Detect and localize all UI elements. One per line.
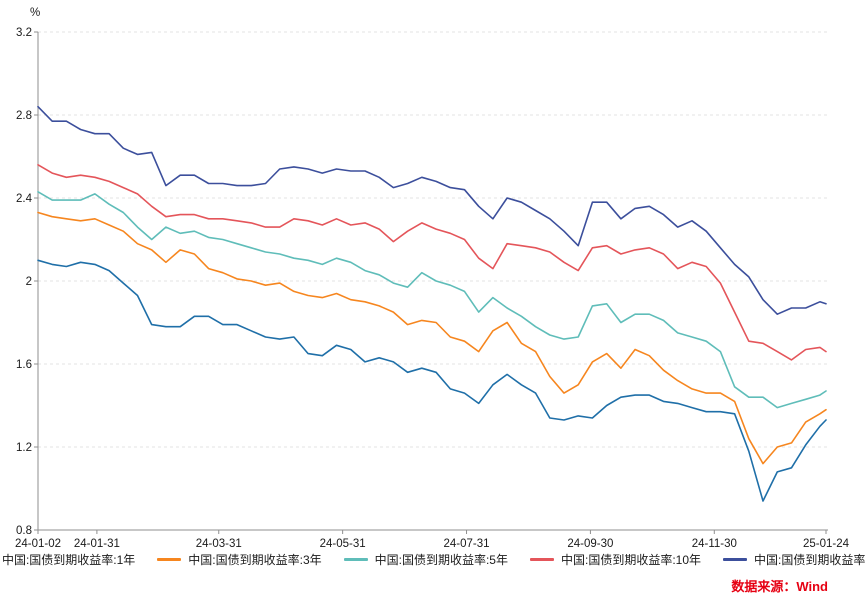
y-tick-label: 0.8 <box>16 525 32 537</box>
series-line-中国:国债到期收益率:3年 <box>37 211 827 465</box>
y-tick-label: 2.8 <box>16 110 32 122</box>
series-line-中国:国债到期收益率:1年 <box>37 259 827 502</box>
yield-line-chart: 3.2 2.8 2.4 2 1.6 1.2 0.8% 24-01-02 24-01-31 24-0… <box>15 7 850 550</box>
legend-swatch-30y-line <box>723 558 748 561</box>
y-tick-label: 2 <box>26 276 32 288</box>
series-line-中国:国债到期收益率:30年 <box>37 105 827 316</box>
y-tick-label: 1.2 <box>16 442 32 454</box>
legend-label-10y: 中国:国债到期收益率:10年 <box>560 553 702 567</box>
x-tick-label: 24-01-02 <box>15 538 61 550</box>
series-line-中国:国债到期收益率:10年 <box>37 164 827 361</box>
x-tick-label: 24-11-30 <box>692 538 737 550</box>
legend-item-30y: 中国:国债到期收益率:30年 <box>723 551 865 568</box>
legend-swatch-10y-line <box>529 558 554 561</box>
data-source-label: 数据来源：Wind <box>731 579 828 594</box>
legend: 中国:国债到期收益率:1年 中国:国债到期收益率:3年 中国:国债到期收益率:5… <box>0 551 865 568</box>
legend-item-3y: 中国:国债到期收益率:3年 <box>157 551 322 568</box>
x-tick-label: 24-03-31 <box>196 538 242 550</box>
y-tick-label: 1.6 <box>16 359 32 371</box>
y-axis-unit-label: % <box>30 7 40 19</box>
x-tick-label: 24-09-30 <box>567 538 613 550</box>
legend-label-3y: 中国:国债到期收益率:3年 <box>188 553 322 567</box>
legend-swatch-5y-line <box>343 558 368 561</box>
x-tick-label: 25-01-24 <box>803 538 850 550</box>
x-tick-label: 24-01-31 <box>74 538 120 550</box>
legend-label-1y: 中国:国债到期收益率:1年 <box>1 553 136 567</box>
legend-item-1y: 中国:国债到期收益率:1年 <box>0 551 135 568</box>
legend-label-30y: 中国:国债到期收益率:30年 <box>754 553 865 567</box>
legend-swatch-3y-line <box>157 558 182 561</box>
x-tick-label: 24-05-31 <box>320 538 366 550</box>
legend-label-5y: 中国:国债到期收益率:5年 <box>374 553 508 567</box>
legend-item-5y: 中国:国债到期收益率:5年 <box>343 551 508 568</box>
y-tick-label: 3.2 <box>16 27 32 39</box>
series-line-中国:国债到期收益率:5年 <box>37 191 827 409</box>
x-tick-label: 24-07-31 <box>444 538 490 550</box>
y-tick-label: 2.4 <box>16 193 33 205</box>
legend-item-10y: 中国:国债到期收益率:10年 <box>529 551 702 568</box>
